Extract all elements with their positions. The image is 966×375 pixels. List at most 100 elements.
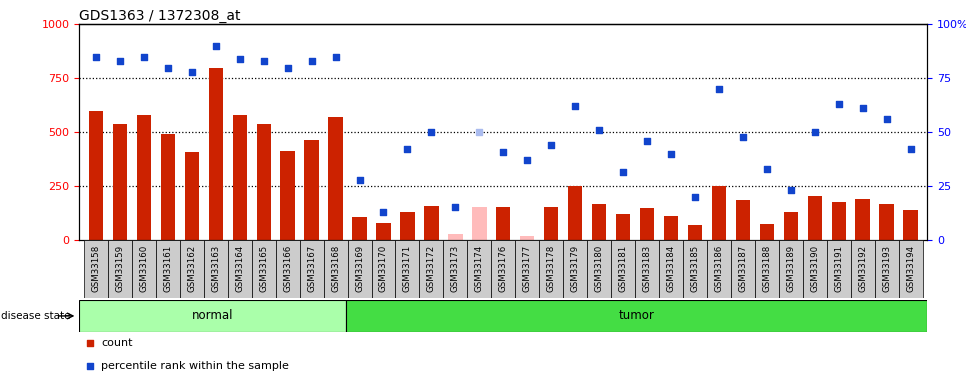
Point	[855, 105, 870, 111]
Bar	[731, 240, 754, 298]
Bar	[903, 210, 918, 240]
Bar	[688, 225, 702, 240]
Text: GSM33190: GSM33190	[810, 244, 819, 292]
Bar	[89, 111, 103, 240]
Bar	[304, 140, 319, 240]
Bar	[759, 224, 774, 240]
Text: GSM33180: GSM33180	[595, 244, 604, 292]
Point	[831, 101, 846, 107]
Bar	[497, 207, 510, 240]
Bar	[79, 300, 346, 332]
Bar	[275, 240, 299, 298]
Text: GSM33187: GSM33187	[738, 244, 748, 292]
Point	[352, 177, 367, 183]
Bar	[832, 202, 846, 240]
Point	[424, 129, 440, 135]
Bar	[233, 115, 247, 240]
Bar	[520, 236, 534, 240]
Bar	[664, 216, 678, 240]
Bar	[736, 200, 750, 240]
Bar	[563, 240, 587, 298]
Text: GSM33162: GSM33162	[187, 244, 196, 292]
Text: GSM33163: GSM33163	[212, 244, 220, 292]
Bar	[180, 240, 204, 298]
Bar	[113, 124, 128, 240]
Point	[783, 188, 799, 194]
Text: normal: normal	[191, 309, 233, 322]
Bar	[539, 240, 563, 298]
Bar	[492, 240, 515, 298]
Bar	[468, 240, 492, 298]
Text: disease state: disease state	[1, 311, 71, 321]
Text: GSM33172: GSM33172	[427, 244, 436, 292]
Bar	[639, 208, 654, 240]
Bar	[377, 223, 390, 240]
Bar	[856, 199, 869, 240]
Bar	[659, 240, 683, 298]
Text: GSM33183: GSM33183	[642, 244, 651, 292]
Bar	[879, 204, 894, 240]
Text: GSM33176: GSM33176	[498, 244, 508, 292]
Text: GSM33189: GSM33189	[786, 244, 795, 292]
Bar	[160, 134, 175, 240]
Bar	[779, 240, 803, 298]
Bar	[783, 212, 798, 240]
Bar	[851, 240, 874, 298]
Bar	[424, 206, 439, 240]
Text: GSM33170: GSM33170	[379, 244, 388, 292]
Point	[447, 204, 463, 210]
Text: GSM33178: GSM33178	[547, 244, 555, 292]
Text: GSM33167: GSM33167	[307, 244, 316, 292]
Bar	[874, 240, 898, 298]
Text: GSM33191: GSM33191	[835, 244, 843, 292]
Text: GSM33194: GSM33194	[906, 244, 915, 292]
Point	[759, 166, 775, 172]
Bar	[137, 115, 151, 240]
Bar	[568, 186, 582, 240]
Bar	[592, 204, 607, 240]
Bar	[84, 240, 108, 298]
Point	[903, 146, 919, 152]
Bar	[472, 207, 487, 240]
Point	[496, 148, 511, 154]
Text: GSM33169: GSM33169	[355, 244, 364, 292]
Bar	[898, 240, 923, 298]
Bar	[827, 240, 851, 298]
Bar	[803, 240, 827, 298]
Bar	[132, 240, 156, 298]
Point	[664, 151, 679, 157]
Bar	[707, 240, 731, 298]
Point	[208, 43, 223, 49]
Point	[687, 194, 702, 200]
Bar	[328, 117, 343, 240]
Bar	[448, 234, 463, 240]
Text: GSM33188: GSM33188	[762, 244, 771, 292]
Text: percentile rank within the sample: percentile rank within the sample	[101, 362, 289, 371]
Text: GSM33186: GSM33186	[715, 244, 724, 292]
Bar	[611, 240, 635, 298]
Text: GSM33177: GSM33177	[523, 244, 531, 292]
Bar	[544, 207, 558, 240]
Bar	[280, 150, 295, 240]
Bar	[299, 240, 324, 298]
Point	[615, 169, 631, 175]
Bar	[754, 240, 779, 298]
Bar	[395, 240, 419, 298]
Point	[711, 86, 726, 92]
Text: GDS1363 / 1372308_at: GDS1363 / 1372308_at	[79, 9, 241, 23]
Bar	[419, 240, 443, 298]
Point	[88, 54, 103, 60]
Text: GSM33181: GSM33181	[618, 244, 628, 292]
Point	[879, 116, 895, 122]
Text: GSM33164: GSM33164	[236, 244, 244, 292]
Bar	[228, 240, 252, 298]
Text: GSM33165: GSM33165	[259, 244, 269, 292]
Bar	[252, 240, 275, 298]
Text: GSM33184: GSM33184	[667, 244, 675, 292]
Point	[327, 54, 343, 60]
Point	[567, 103, 582, 110]
Point	[544, 142, 559, 148]
Bar	[324, 240, 348, 298]
Text: tumor: tumor	[618, 309, 655, 322]
Point	[639, 138, 655, 144]
